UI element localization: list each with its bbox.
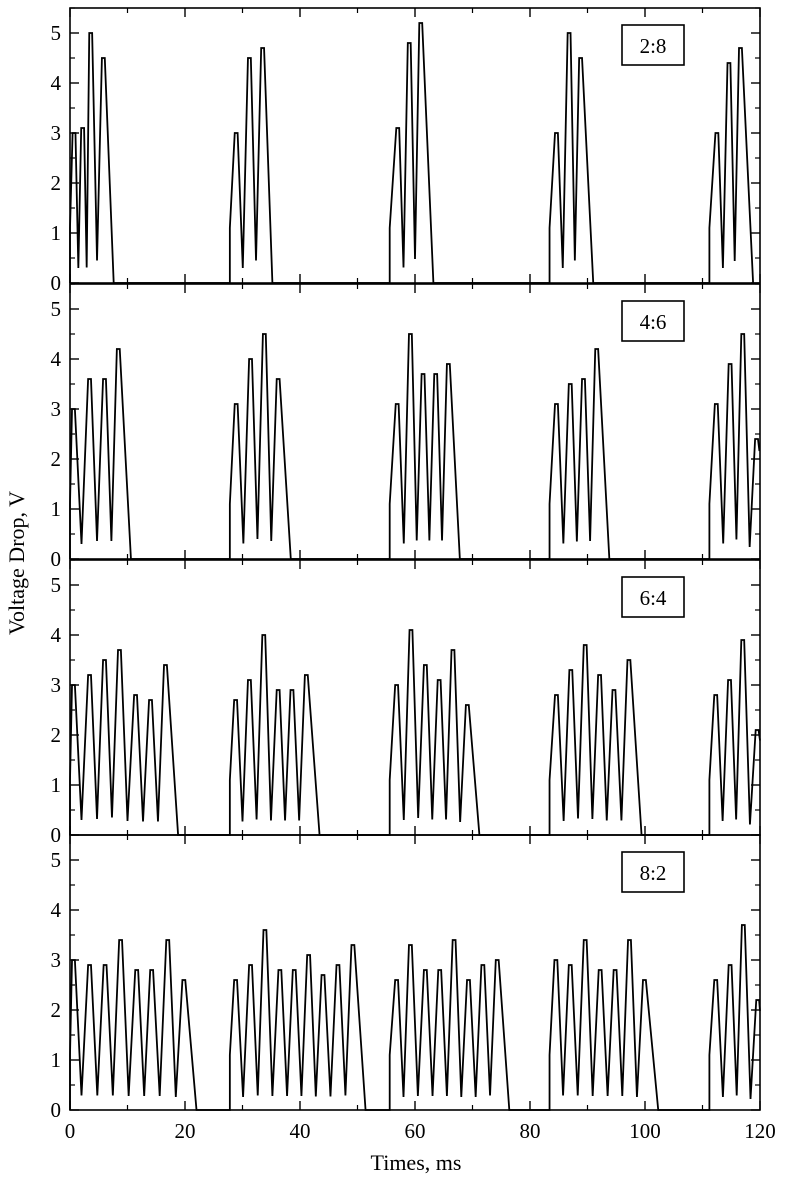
x-tick-label: 100 (629, 1119, 661, 1143)
waveform-line (69, 924, 761, 1111)
x-tick-label: 20 (175, 1119, 196, 1143)
x-tick-label: 120 (744, 1119, 776, 1143)
y-tick-label: 0 (51, 547, 62, 571)
y-tick-label: 1 (51, 497, 62, 521)
ratio-box (621, 576, 685, 618)
y-tick-label: 4 (51, 623, 62, 647)
ratio-box (621, 851, 685, 893)
ratio-box (621, 300, 685, 342)
x-tick-label: 0 (65, 1119, 76, 1143)
waveform-line (69, 333, 761, 560)
y-tick-label: 1 (51, 773, 62, 797)
y-tick-label: 2 (51, 171, 62, 195)
waveform-line (69, 22, 754, 284)
y-tick-label: 5 (51, 848, 62, 872)
y-tick-label: 3 (51, 397, 62, 421)
y-tick-label: 2 (51, 998, 62, 1022)
panel-4: 0 1 2 3 4 5 8:2 (51, 834, 761, 1122)
y-tick-label: 3 (51, 673, 62, 697)
x-axis-title: Times, ms (371, 1150, 462, 1175)
y-tick-label: 5 (51, 297, 62, 321)
y-tick-label: 4 (51, 898, 62, 922)
y-tick-label: 3 (51, 121, 62, 145)
ratio-box (621, 24, 685, 66)
y-tick-label: 0 (51, 823, 62, 847)
x-tick-label: 40 (290, 1119, 311, 1143)
y-tick-label: 4 (51, 71, 62, 95)
y-tick-label: 2 (51, 723, 62, 747)
ratio-label: 8:2 (640, 861, 667, 885)
y-tick-label: 2 (51, 447, 62, 471)
waveform-line (69, 629, 761, 836)
y-tick-label: 5 (51, 21, 62, 45)
ratio-label: 2:8 (640, 34, 667, 58)
y-tick-label: 0 (51, 271, 62, 295)
ratio-label: 6:4 (640, 586, 667, 610)
y-tick-label: 1 (51, 221, 62, 245)
panel-3: 0 1 2 3 4 5 6:4 (51, 559, 761, 847)
x-tick-label: 60 (405, 1119, 426, 1143)
panels-group: 0 1 2 3 4 5 2:8 0 1 2 3 4 5 4:6 0 1 2 3 4 5 6:4 0 1 2 3 4 5 8:2 0 20 4… (51, 7, 776, 1143)
y-tick-label: 4 (51, 347, 62, 371)
y-axis-title: Voltage Drop, V (4, 491, 29, 635)
y-tick-label: 1 (51, 1048, 62, 1072)
y-tick-label: 0 (51, 1098, 62, 1122)
panel-2: 0 1 2 3 4 5 4:6 (51, 283, 761, 571)
panel-1: 0 1 2 3 4 5 2:8 (51, 7, 761, 295)
y-tick-label: 5 (51, 573, 62, 597)
x-tick-label: 80 (520, 1119, 541, 1143)
y-tick-label: 3 (51, 948, 62, 972)
ratio-label: 4:6 (640, 310, 667, 334)
